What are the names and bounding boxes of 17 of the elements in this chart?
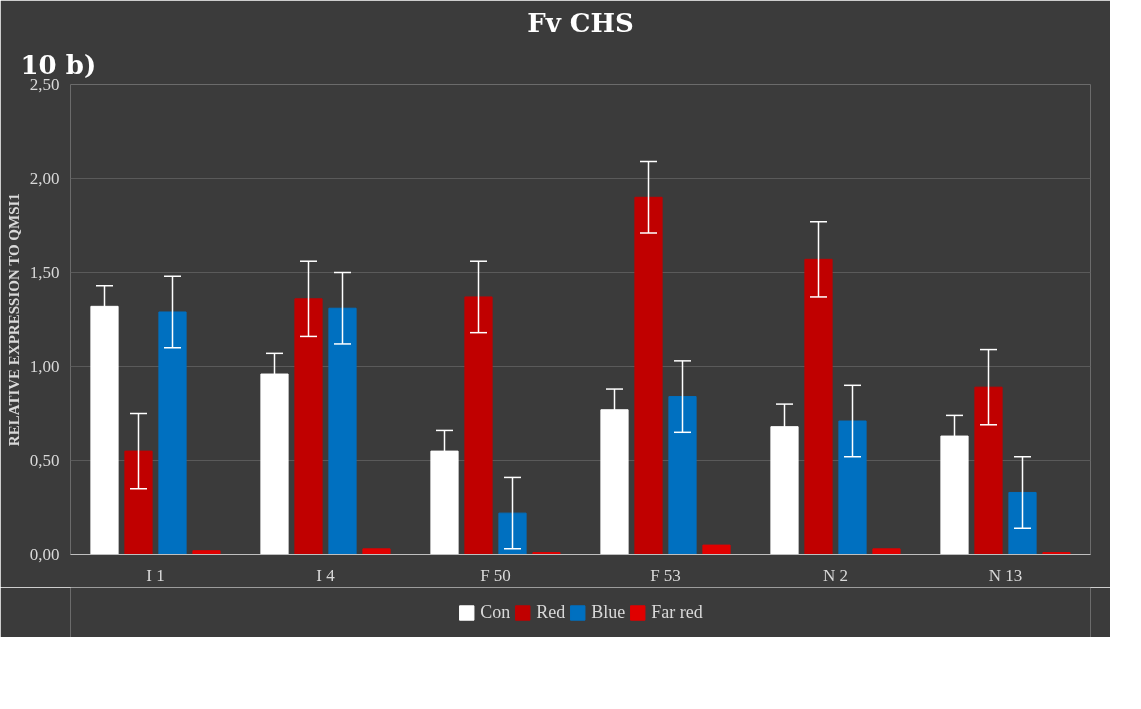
- legend-label: Blue: [591, 601, 626, 623]
- x-tick-label: N 2: [822, 565, 849, 585]
- y-tick-label: 0,50: [29, 451, 60, 470]
- y-tick-label: 0,00: [29, 545, 60, 564]
- y-tick-label: 2,00: [29, 169, 60, 188]
- chart-title: Fv CHS: [527, 7, 634, 38]
- legend-label: Red: [536, 601, 566, 623]
- y-tick-label: 1,00: [29, 357, 60, 376]
- x-tick-label: I 4: [316, 565, 336, 585]
- x-tick-label: I 1: [146, 565, 165, 585]
- x-tick-label: N 13: [988, 565, 1023, 585]
- legend-label: Far red: [651, 601, 703, 623]
- y-axis-title: RELATIVE EXPRESSION TO QMSI1: [5, 193, 22, 447]
- y-tick-label: 1,50: [29, 263, 60, 282]
- x-tick-label: F 53: [650, 565, 681, 585]
- x-tick-label: F 50: [480, 565, 511, 585]
- legend-label: Con: [480, 601, 511, 623]
